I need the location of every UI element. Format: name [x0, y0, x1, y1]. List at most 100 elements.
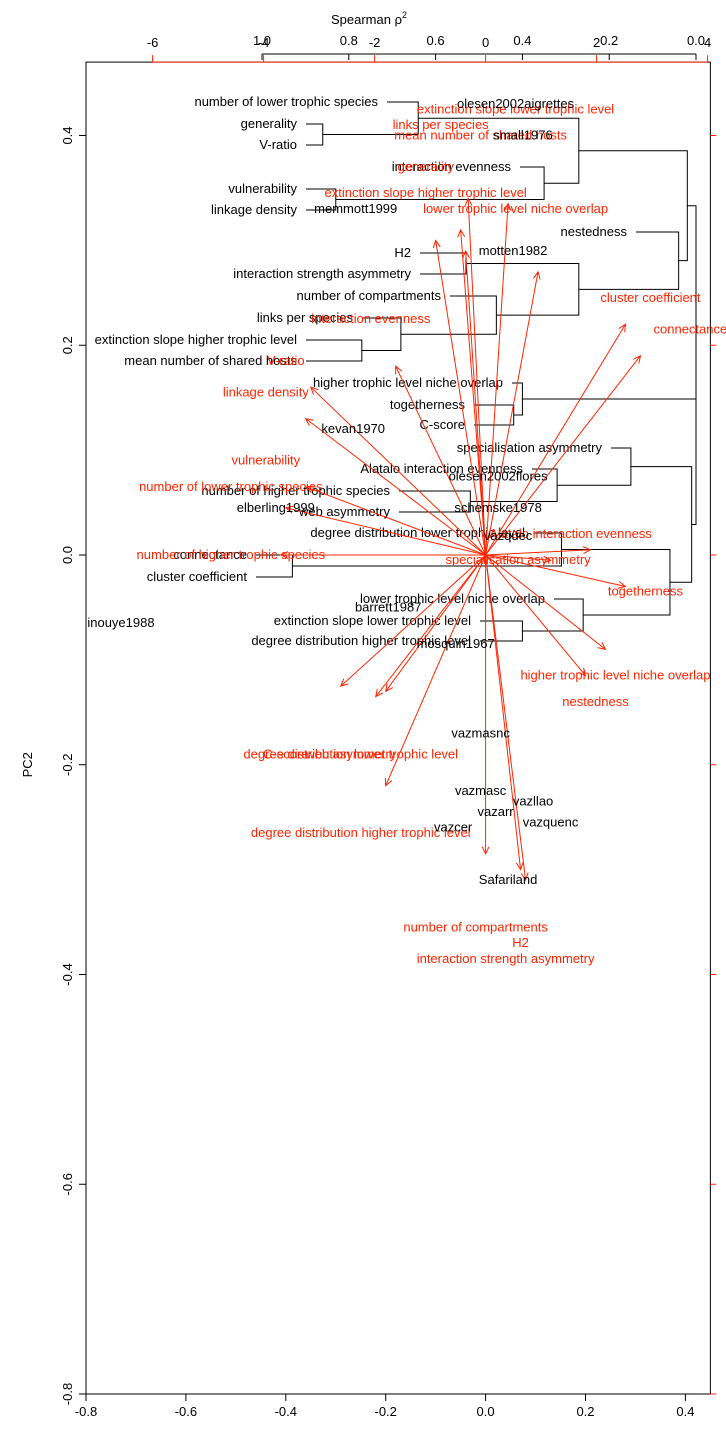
leaf-label: extinction slope lower trophic level [274, 613, 471, 628]
site-label: barrett1987 [355, 599, 422, 614]
loading-arrow [285, 507, 486, 556]
leaf-label: web asymmetry [298, 504, 391, 519]
loading-arrows [279, 197, 642, 882]
loading-label: connectance [654, 322, 726, 337]
y-tick-label: 0.2 [60, 336, 75, 354]
loading-label: higher trophic level niche overlap [520, 668, 710, 683]
loading-label: linkage density [223, 384, 309, 399]
loading-arrow [485, 554, 586, 676]
y-tick-label: -0.2 [60, 754, 75, 776]
loading-arrow [485, 203, 509, 556]
site-label: elberling1999 [237, 500, 315, 515]
dendrogram-tick-label: 0.6 [427, 33, 445, 48]
leaf-label: interaction evenness [392, 159, 512, 174]
leaf-label: nestedness [561, 224, 628, 239]
loading-label: degree distribution lower trophic level [243, 746, 458, 761]
loading-arrowhead [375, 688, 384, 698]
loading-arrow [385, 554, 487, 786]
leaf-label: C-score [419, 417, 465, 432]
loading-arrow [485, 549, 591, 556]
dendrogram-branch [306, 339, 363, 362]
loading-arrowhead [284, 505, 294, 514]
x-tick-label: 0.2 [576, 1404, 594, 1419]
loading-arrowhead [432, 239, 441, 249]
site-label: vazllao [513, 793, 553, 808]
loading-arrowhead [384, 777, 393, 787]
dendrogram-axis-title-superscript: 2 [402, 10, 407, 20]
dendrogram-branch [306, 123, 324, 146]
biplot: -0.8 -0.6 -0.4 -0.2 0.0 0.2 0.4 -0.8 -0.6 -0.4 -0.… [20, 35, 726, 1419]
x-tick-label: -0.4 [275, 1404, 297, 1419]
loading-arrow [385, 554, 487, 692]
site-label: mosquin1967 [417, 636, 495, 651]
loading-label: vulnerability [231, 453, 300, 468]
loading-arrow [485, 324, 626, 556]
y-tick-label: -0.8 [60, 1383, 75, 1405]
loading-arrowhead [457, 228, 466, 238]
top-tick-label: 2 [593, 35, 600, 50]
leaf-label: cluster coefficient [147, 569, 248, 584]
y-tick-label: -0.4 [60, 963, 75, 985]
loading-arrowhead [339, 678, 349, 687]
y-tick-label: 0.0 [60, 546, 75, 564]
top-tick-label: -4 [258, 35, 270, 50]
loading-label: interaction evenness [311, 311, 431, 326]
loading-label: number of lower trophic species [139, 479, 323, 494]
leaf-label: degree distribution lower trophic level [310, 525, 525, 540]
loading-arrow [395, 366, 487, 556]
loading-arrowhead [532, 270, 541, 280]
leaf-label: Alatalo interaction evenness [360, 461, 523, 476]
dendrogram-tick-label: 0.2 [600, 33, 618, 48]
dendrogram-branch [630, 466, 693, 583]
y-tick-label: -0.6 [60, 1173, 75, 1195]
dendrogram-leaf-labels: number of lower trophic species generalit… [95, 94, 628, 648]
loading-arrowhead [279, 551, 289, 559]
site-label: motten1982 [479, 243, 548, 258]
loading-arrowhead [597, 641, 607, 651]
loading-arrowhead [304, 485, 314, 493]
site-label: schemske1978 [454, 500, 541, 515]
loading-arrow [485, 271, 539, 556]
loading-label: H2 [512, 935, 529, 950]
top-tick-label: -6 [147, 35, 159, 50]
loading-arrowhead [578, 667, 587, 677]
loading-label: cluster coefficient [600, 290, 701, 305]
loading-label: web asymmetry [304, 746, 397, 761]
loading-label: interaction strength asymmetry [417, 951, 595, 966]
loading-arrow [465, 250, 487, 556]
loading-arrowhead [481, 846, 490, 856]
y-tick-label: 0.4 [60, 126, 75, 144]
loading-arrow [305, 418, 486, 556]
loading-arrow [435, 240, 487, 556]
leaf-label: number of higher trophic species [201, 483, 390, 498]
loading-arrowhead [520, 872, 529, 882]
loading-label: V-ratio [267, 353, 305, 368]
loading-arrowhead [542, 555, 552, 564]
dendrogram-branch [465, 263, 580, 316]
loading-label: extinction slope higher trophic level [324, 185, 526, 200]
dendrogram-tick-label: 0.0 [687, 33, 705, 48]
leaf-label: vulnerability [228, 181, 297, 196]
x-tick-label: 0.0 [477, 1404, 495, 1419]
loading-label: links per species [393, 117, 490, 132]
loading-arrow [485, 554, 551, 561]
leaf-label: number of lower trophic species [194, 94, 378, 109]
plot-frame [85, 61, 711, 1395]
site-label: vazcer [434, 820, 473, 835]
loading-label: Alatalo interaction evenness [489, 526, 652, 541]
loading-arrow [340, 554, 486, 687]
site-label: Safariland [479, 872, 538, 887]
leaf-label: interaction strength asymmetry [233, 266, 411, 281]
loading-label: generality [397, 159, 454, 174]
loading-label: degree distribution higher trophic level [251, 825, 471, 840]
leaf-label: extinction slope higher trophic level [95, 332, 297, 347]
dendrogram-branch [420, 252, 467, 275]
loading-arrowhead [462, 249, 470, 259]
loading-arrowhead [582, 546, 592, 555]
dendrogram-axis-title-text: Spearman ρ [331, 12, 402, 27]
loading-arrow [310, 386, 486, 556]
loading-label: togetherness [608, 584, 684, 599]
loading-label: extinction slope lower trophic level [417, 101, 614, 116]
biplot-axes: -0.8 -0.6 -0.4 -0.2 0.0 0.2 0.4 -0.8 -0.6 -0.4 -0.… [60, 35, 717, 1419]
